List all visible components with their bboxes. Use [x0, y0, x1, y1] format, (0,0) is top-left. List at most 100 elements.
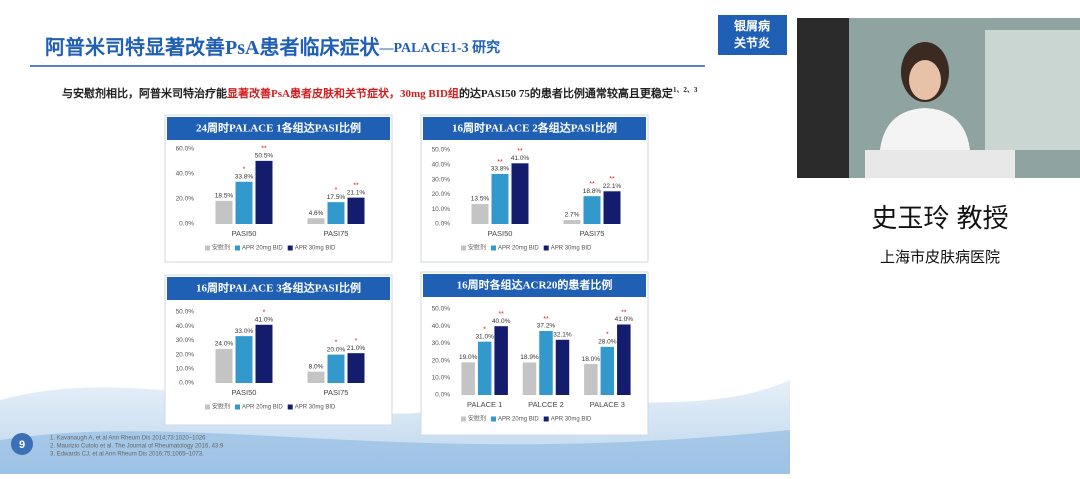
- legend-label: APR 30mg BID: [551, 417, 592, 423]
- chart-title: 16周时PALACE 2各组达PASI比例: [452, 121, 617, 135]
- tag: [718, 15, 787, 55]
- value-label: 37.2%: [537, 323, 556, 330]
- value-label: 13.5%: [471, 196, 490, 203]
- speaker-name: 史玉玲 教授: [871, 203, 1008, 233]
- bar: [235, 181, 253, 224]
- y-tick-label: 10.0%: [432, 375, 451, 382]
- chart-header: [423, 274, 646, 297]
- significance: **: [498, 311, 504, 318]
- legend-label: APR 30mg BID: [295, 405, 336, 411]
- chart-title: 16周时各组达ACR20的患者比例: [457, 278, 613, 292]
- value-label: 18.5%: [215, 193, 234, 200]
- video-face: [909, 60, 941, 100]
- bar: [563, 220, 581, 224]
- legend-swatch: [287, 404, 293, 410]
- y-tick-label: 20.0%: [176, 351, 195, 358]
- legend-swatch: [461, 245, 466, 251]
- y-tick-label: 10.0%: [432, 206, 451, 213]
- tag-text: 关节炎: [734, 35, 770, 50]
- bar: [347, 353, 365, 383]
- value-label: 32.1%: [553, 332, 572, 339]
- bar: [511, 163, 529, 224]
- y-tick-label: 30.0%: [432, 340, 451, 347]
- value-label: 41.0%: [615, 316, 634, 323]
- significance: *: [355, 338, 358, 345]
- reference: 3. Edwards CJ, et al Ann Rheum Dis 2016;…: [50, 452, 204, 458]
- y-tick-label: 50.0%: [176, 309, 195, 316]
- y-tick-label: 50.0%: [432, 147, 451, 154]
- x-tick-label: PASI75: [324, 229, 349, 238]
- logo: [11, 433, 33, 455]
- value-label: 18.8%: [583, 188, 602, 195]
- video-speaker-box: [797, 18, 849, 178]
- legend-label: 安慰剂: [468, 244, 486, 252]
- significance: **: [517, 148, 523, 155]
- legend-label: APR 30mg BID: [551, 246, 592, 252]
- y-tick-label: 10.0%: [176, 366, 195, 373]
- bar: [347, 197, 365, 224]
- x-tick-label: PASI75: [324, 388, 349, 397]
- significance: **: [609, 176, 615, 183]
- x-tick-label: PALACE 3: [590, 400, 625, 409]
- y-tick-label: 40.0%: [432, 162, 451, 169]
- legend-label: APR 20mg BID: [498, 417, 539, 423]
- legend-swatch: [543, 245, 549, 251]
- bar: [327, 354, 345, 383]
- subtitle: 与安慰剂相比，阿普米司特治疗能显著改善PsA患者皮肤和关节症状，30mg BID…: [62, 86, 698, 100]
- bar: [583, 196, 601, 224]
- title-main: 阿普米司特显著改善PsA患者临床症状: [45, 35, 380, 59]
- y-tick-label: 30.0%: [176, 337, 195, 344]
- y-tick-label: 0.0%: [179, 221, 194, 228]
- y-tick-label: 50.0%: [432, 306, 451, 313]
- bar: [215, 200, 233, 224]
- legend-swatch: [235, 404, 241, 410]
- value-label: 18.0%: [582, 356, 601, 363]
- y-tick-label: 20.0%: [432, 191, 451, 198]
- wave: [0, 430, 790, 474]
- value-label: 4.6%: [309, 210, 324, 217]
- x-tick-label: PALCCE 2: [528, 400, 564, 409]
- value-label: 40.0%: [492, 318, 511, 325]
- value-label: 24.0%: [215, 341, 234, 348]
- value-label: 28.0%: [598, 339, 617, 346]
- subtitle-part: 与安慰剂相比，阿普米司特治疗能: [62, 86, 227, 100]
- subtitle-part: 显著改善PsA患者皮肤和关节症状，: [227, 86, 400, 100]
- y-tick-label: 0.0%: [435, 221, 450, 228]
- bar: [471, 204, 489, 224]
- chart-header: [423, 117, 646, 140]
- significance: *: [335, 187, 338, 194]
- bar: [491, 173, 509, 224]
- value-label: 33.8%: [235, 173, 254, 180]
- bar: [235, 336, 253, 383]
- chart-header: [167, 117, 390, 140]
- significance: **: [261, 146, 267, 153]
- bar: [494, 326, 508, 395]
- speaker-hospital: 上海市皮肤病医院: [880, 248, 1000, 266]
- significance: **: [589, 181, 595, 188]
- chart-header: [167, 277, 390, 300]
- significance: *: [243, 167, 246, 174]
- bar: [584, 364, 598, 395]
- video-body: [880, 108, 970, 150]
- legend-swatch: [543, 416, 549, 422]
- legend-label: 安慰剂: [212, 244, 230, 252]
- significance: *: [335, 339, 338, 346]
- y-tick-label: 20.0%: [432, 357, 451, 364]
- legend-swatch: [287, 245, 293, 251]
- bar: [603, 191, 621, 224]
- legend-swatch: [461, 416, 466, 422]
- value-label: 20.0%: [327, 346, 346, 353]
- significance: **: [621, 309, 627, 316]
- bar: [600, 346, 615, 395]
- value-label: 21.1%: [347, 189, 366, 196]
- subtitle-part: 30mg BID组: [400, 86, 459, 100]
- x-tick-label: PASI50: [232, 388, 257, 397]
- value-label: 21.0%: [347, 345, 366, 352]
- legend-label: APR 30mg BID: [295, 246, 336, 252]
- y-tick-label: 40.0%: [432, 323, 451, 330]
- legend-label: APR 20mg BID: [242, 246, 283, 252]
- reference: 2. Maurizio Cutolo et al. The Journal of…: [50, 444, 224, 450]
- value-label: 19.0%: [459, 354, 478, 361]
